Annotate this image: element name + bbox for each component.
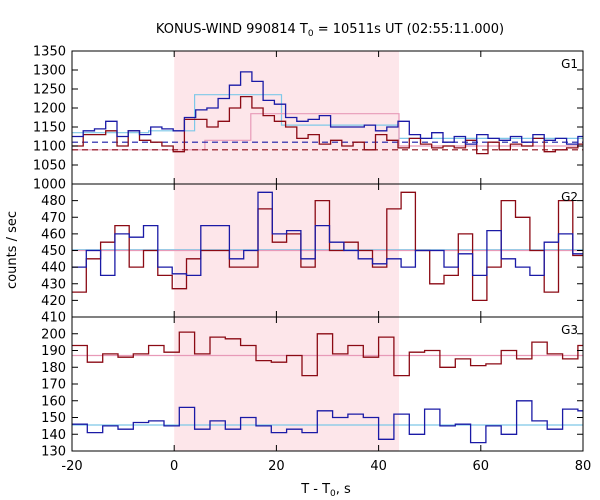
y-tick-label: 130 [41, 445, 66, 460]
reference-line-pink [72, 113, 583, 151]
x-tick-label: 20 [268, 459, 285, 474]
y-tick-label: 440 [41, 261, 66, 276]
panel-label: G1 [561, 57, 578, 71]
panel-label: G2 [561, 190, 578, 204]
y-tick-label: 1000 [33, 178, 66, 193]
chart-title: KONUS-WIND 990814 T0 = 10511s UT (02:55:… [156, 22, 504, 39]
xlabel-sub: 0 [330, 489, 336, 499]
series-blue [72, 400, 583, 444]
series-red [72, 95, 583, 155]
y-tick-label: 150 [41, 411, 66, 426]
y-tick-label: 1300 [33, 64, 66, 79]
y-tick-label: 1150 [33, 121, 66, 136]
xlabel-main: T - T [300, 482, 330, 497]
y-tick-label: 1350 [33, 45, 66, 60]
series-red [72, 331, 583, 377]
x-axis-label: T - T0, s [300, 482, 351, 499]
y-tick-label: 170 [41, 378, 66, 393]
x-tick-label: 80 [575, 459, 592, 474]
y-tick-label: 1250 [33, 83, 66, 98]
y-tick-label: 450 [41, 244, 66, 259]
plot-area: 10001050110011501200125013001350G1410420… [33, 45, 591, 475]
y-tick-label: 160 [41, 394, 66, 409]
y-tick-label: 200 [41, 327, 66, 342]
title-main: KONUS-WIND 990814 T [156, 22, 308, 37]
x-tick-label: 60 [473, 459, 490, 474]
x-tick-label: 0 [170, 459, 178, 474]
y-tick-label: 140 [41, 428, 66, 443]
title-sub: 0 [308, 29, 314, 39]
series-blue [72, 191, 583, 277]
y-axis-label: counts / sec [5, 211, 20, 289]
y-tick-label: 1050 [33, 159, 66, 174]
y-tick-label: 410 [41, 311, 66, 326]
series-blue [72, 71, 583, 145]
y-tick-label: 180 [41, 361, 66, 376]
y-tick-label: 190 [41, 344, 66, 359]
x-tick-label: -20 [61, 459, 82, 474]
y-tick-label: 420 [41, 294, 66, 309]
y-tick-label: 430 [41, 277, 66, 292]
y-tick-label: 1100 [33, 140, 66, 155]
y-tick-label: 470 [41, 211, 66, 226]
panel-label: G3 [561, 323, 578, 337]
x-tick-label: 40 [370, 459, 387, 474]
title-rest: = 10511s UT (02:55:11.000) [314, 22, 504, 37]
y-tick-label: 460 [41, 227, 66, 242]
y-tick-label: 480 [41, 194, 66, 209]
y-tick-label: 1200 [33, 102, 66, 117]
xlabel-rest: , s [336, 482, 351, 497]
